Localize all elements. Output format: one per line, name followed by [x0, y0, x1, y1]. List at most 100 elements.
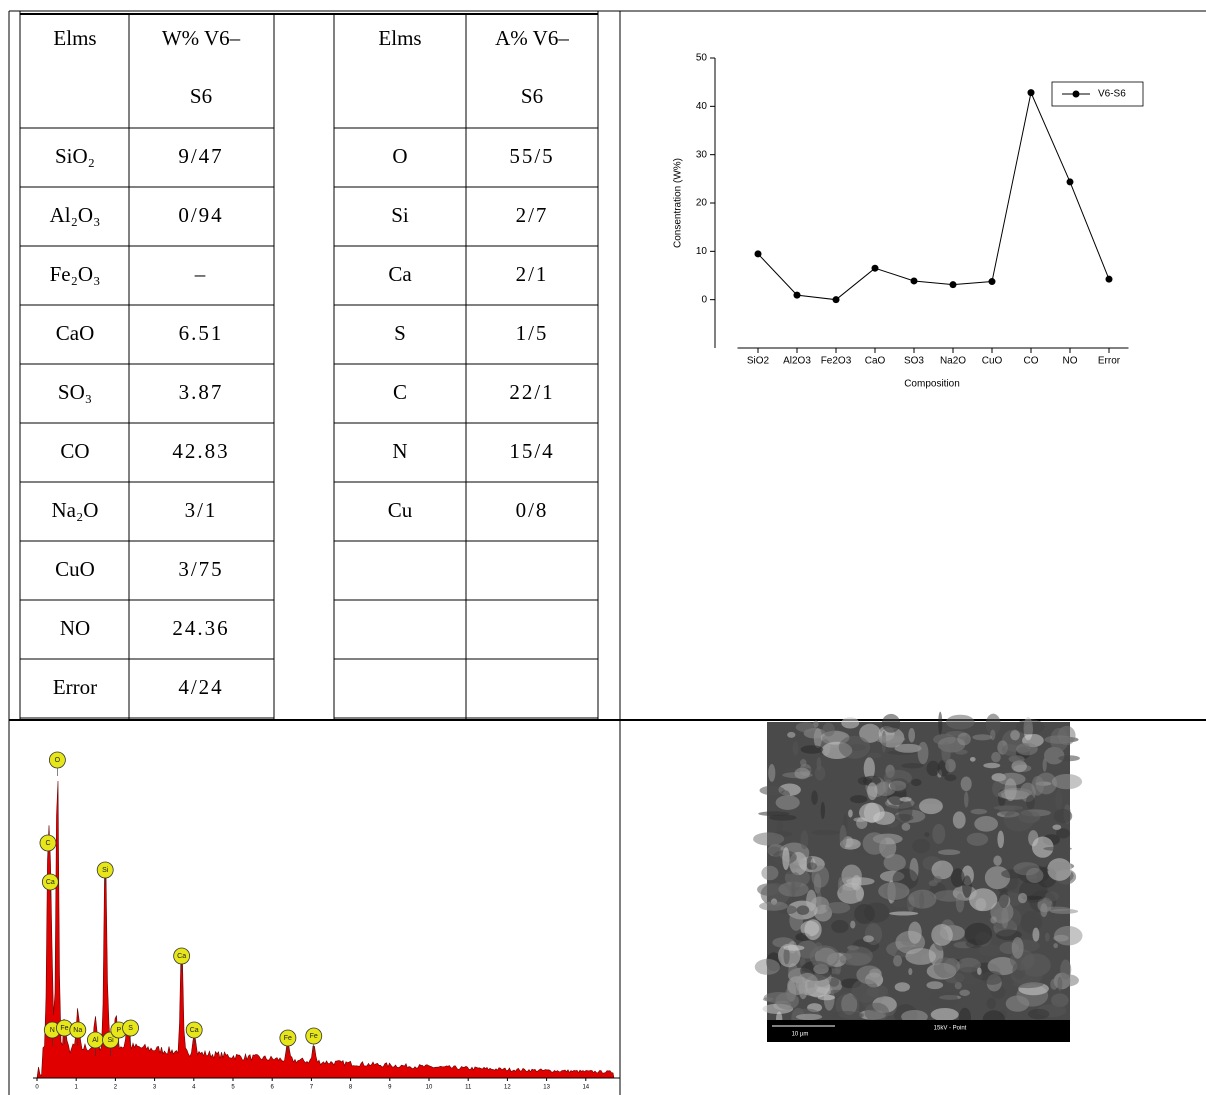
sem-grain: [962, 875, 972, 898]
sem-grain: [911, 778, 922, 787]
sem-grain: [901, 822, 911, 831]
spectrum-tick-label: 9: [388, 1085, 392, 1091]
sem-grain: [919, 798, 943, 815]
sem-grain: [1058, 755, 1080, 762]
value-cell: 3.87: [179, 380, 224, 404]
value-cell: –: [194, 262, 208, 286]
sem-grain: [804, 919, 822, 941]
sem-grain: [825, 901, 851, 914]
sem-grain: [831, 919, 849, 934]
sem-grain: [901, 763, 924, 769]
sem-grain: [945, 714, 975, 730]
sem-grain: [978, 944, 1002, 957]
marker: [793, 291, 801, 299]
sem-grain: [983, 762, 1001, 769]
sem-grain: [1027, 1008, 1050, 1020]
element-cell: S: [394, 321, 406, 345]
peak-badge: [69, 1021, 87, 1039]
x-tick-label: CO: [1024, 356, 1039, 367]
header-cell: A% V6–: [495, 26, 569, 50]
sem-grain: [789, 909, 804, 931]
sem-scale-label: 10 µm: [792, 1032, 809, 1038]
sem-grain: [794, 767, 810, 780]
peak-label: S: [128, 1025, 133, 1032]
peak-badge: [48, 751, 66, 769]
sem-grain: [811, 865, 830, 888]
sem-grain: [837, 877, 843, 894]
sem-grain: [981, 970, 1003, 985]
sem-grain: [1011, 980, 1044, 989]
sem-grain: [959, 989, 971, 996]
sem-grain: [928, 880, 938, 887]
sem-grain: [893, 955, 903, 967]
sem-grain: [1016, 742, 1038, 756]
sem-grain: [874, 735, 906, 744]
sem-grain: [899, 796, 912, 802]
sem-grain: [890, 778, 909, 793]
sem-grain: [986, 997, 997, 1010]
sem-grain: [775, 795, 800, 810]
value-cell: 9/47: [178, 144, 223, 168]
value-cell: 4/24: [178, 675, 223, 699]
sem-grain: [867, 752, 882, 759]
sem-grain: [928, 990, 958, 1009]
value-cell: 3/75: [178, 557, 223, 581]
marker: [910, 277, 918, 285]
peak-badge: [173, 947, 191, 965]
sem-grain: [790, 872, 802, 892]
sem-grain: [811, 829, 841, 836]
sem-grain: [809, 945, 840, 969]
y-tick-label: 30: [696, 149, 708, 160]
sem-grain: [944, 774, 957, 782]
sem-grain: [926, 760, 940, 777]
header-cell: Elms: [378, 26, 421, 50]
marker: [949, 281, 957, 289]
header-cell: S6: [190, 84, 212, 108]
sem-grain: [776, 821, 784, 838]
sem-grain: [864, 1002, 889, 1022]
spectrum-tick-label: 0: [35, 1085, 39, 1091]
spectrum-tick-label: 11: [465, 1085, 472, 1091]
sem-grain: [1047, 858, 1072, 881]
sem-grain: [964, 791, 969, 808]
sem-grain: [850, 920, 856, 929]
sem-grain: [768, 764, 776, 782]
sem-grain: [878, 882, 910, 901]
sem-grain: [883, 854, 906, 872]
x-tick-label: CuO: [982, 356, 1003, 367]
sem-grain: [974, 816, 999, 832]
marker: [1066, 178, 1074, 186]
value-cell: 0/94: [178, 203, 223, 227]
sem-grain: [859, 723, 881, 743]
sem-grain: [1015, 719, 1045, 735]
sem-grain: [998, 890, 1009, 908]
sem-grain: [775, 992, 800, 1010]
series-line: [757, 91, 1110, 301]
y-tick-label: 50: [696, 53, 708, 64]
sem-grain: [993, 855, 1002, 866]
peak-label: Si: [107, 1037, 114, 1044]
sem-grain: [917, 741, 929, 765]
sem-grain: [758, 811, 790, 816]
sem-grain: [1022, 895, 1043, 900]
peak-label: Na: [73, 1027, 82, 1034]
element-cell: Si: [391, 203, 409, 227]
sem-grain: [1032, 927, 1040, 942]
value-cell: 2/7: [516, 203, 549, 227]
sem-grain: [1043, 846, 1072, 851]
sem-grain: [964, 922, 993, 946]
sem-grain: [863, 935, 874, 943]
x-tick-label: Na2O: [940, 356, 966, 367]
sem-grain: [931, 923, 953, 946]
peak-label: Fe: [60, 1025, 68, 1032]
sem-grain: [931, 860, 954, 880]
sem-grain: [838, 735, 871, 759]
value-cell: 15/4: [509, 439, 554, 463]
value-cell: 2/1: [516, 262, 549, 286]
line-chart: 0 10 20 30 40 50 SiO2 Al2O3 Fe2O3 CaO SO3 Na2O CuO CO…: [673, 53, 1144, 390]
sem-grain: [984, 866, 1011, 890]
spectrum-tick-label: 8: [349, 1085, 353, 1091]
x-tick-label: Fe2O3: [821, 356, 852, 367]
element-cell: SiO₂: [55, 144, 95, 168]
